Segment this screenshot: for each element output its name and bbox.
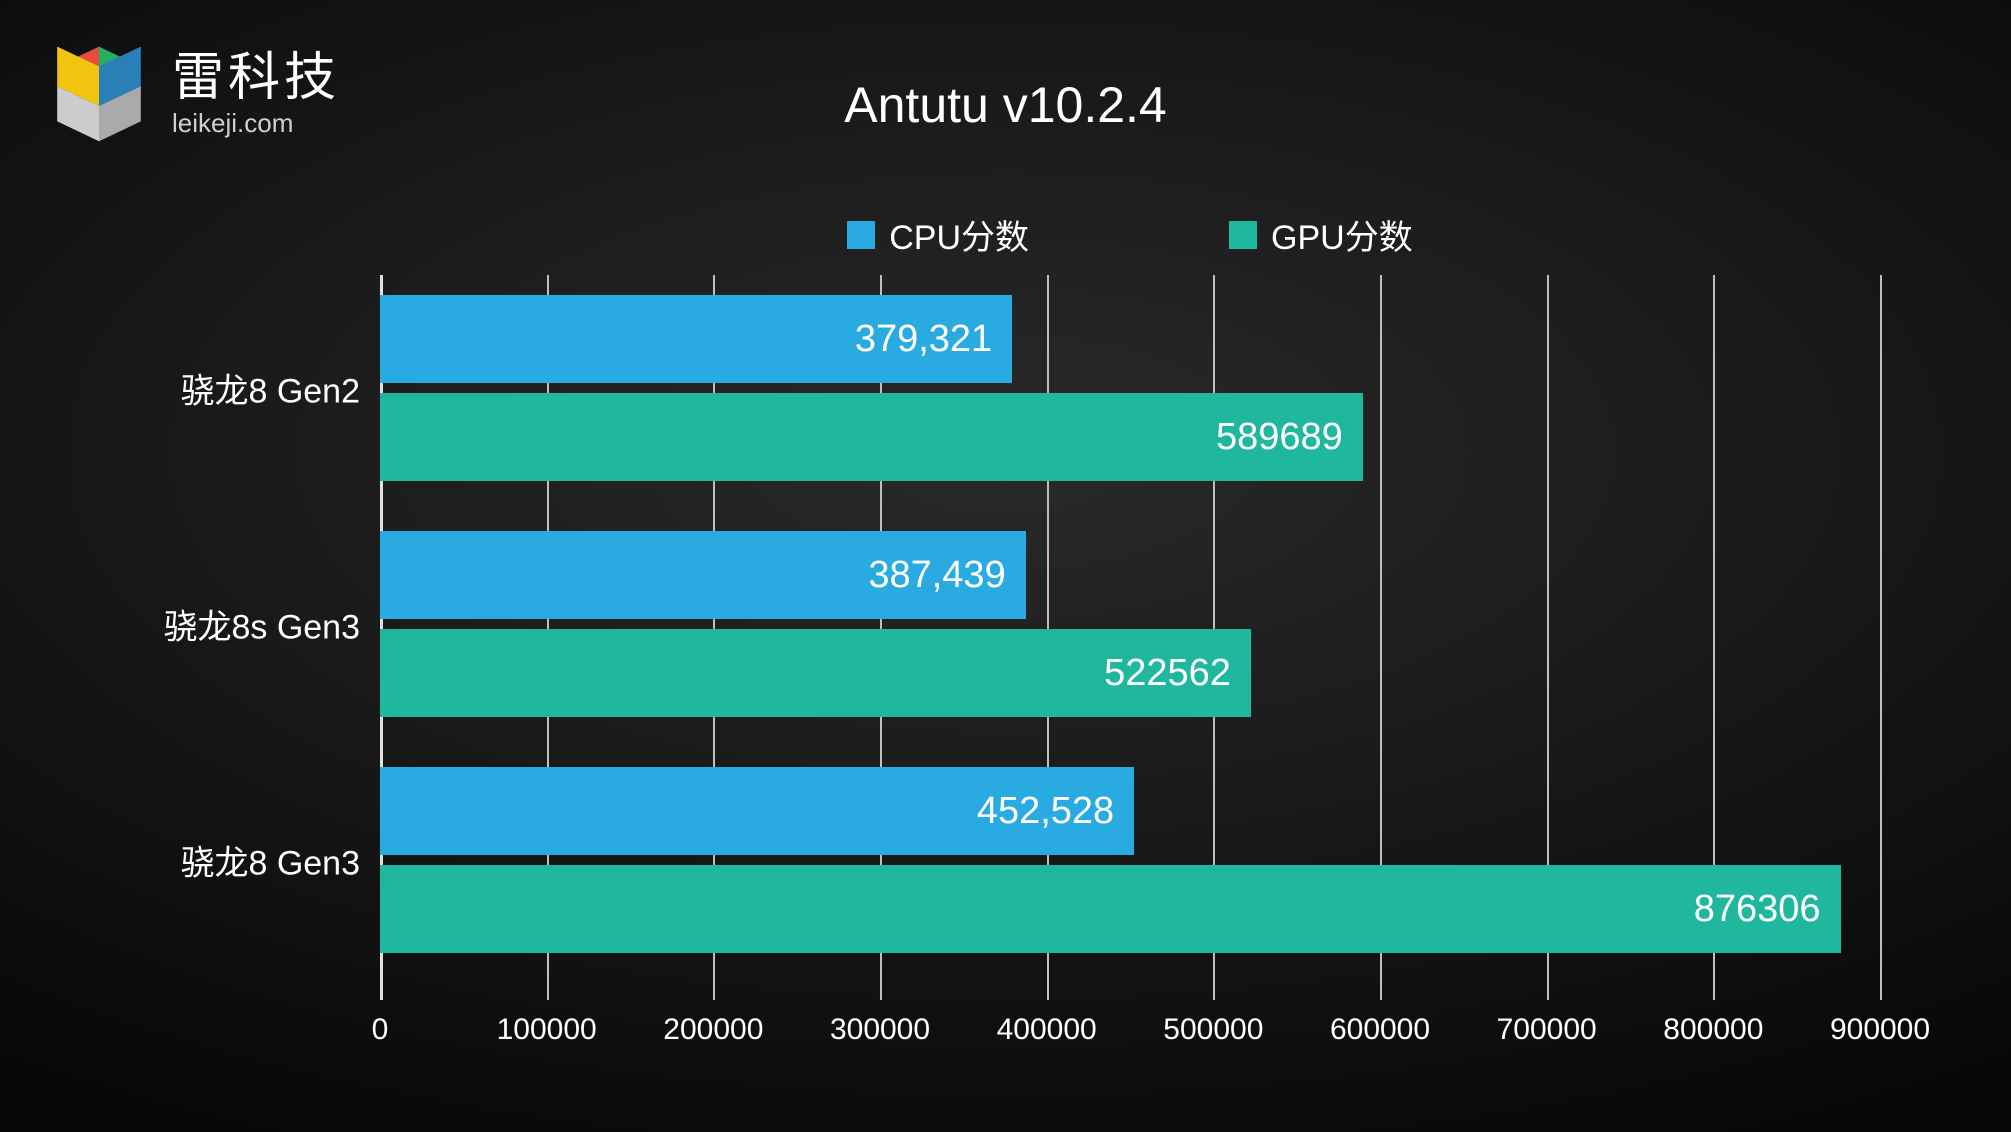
legend-label: GPU分数 bbox=[1271, 210, 1413, 259]
x-tick-label: 900000 bbox=[1830, 1013, 1930, 1047]
plot-area: 0100000200000300000400000500000600000700… bbox=[380, 275, 1880, 1000]
bar-cpu: 452,528 bbox=[380, 767, 1134, 855]
bar-cpu: 379,321 bbox=[380, 295, 1012, 383]
legend: CPU分数 GPU分数 bbox=[380, 210, 1880, 259]
bar-chart: CPU分数 GPU分数 0100000200000300000400000500… bbox=[380, 230, 1880, 1000]
x-tick-label: 300000 bbox=[830, 1013, 930, 1047]
x-tick-label: 200000 bbox=[663, 1013, 763, 1047]
legend-item-gpu: GPU分数 bbox=[1229, 210, 1413, 259]
gridline bbox=[1880, 275, 1882, 1000]
x-tick-label: 600000 bbox=[1330, 1013, 1430, 1047]
chart-title: Antutu v10.2.4 bbox=[0, 76, 2011, 134]
category-label: 骁龙8s Gen3 bbox=[60, 600, 360, 649]
category-label: 骁龙8 Gen2 bbox=[60, 364, 360, 413]
x-tick-label: 700000 bbox=[1497, 1013, 1597, 1047]
bar-gpu: 522562 bbox=[380, 629, 1251, 717]
x-tick-label: 400000 bbox=[997, 1013, 1097, 1047]
category-label: 骁龙8 Gen3 bbox=[60, 836, 360, 885]
x-tick-label: 500000 bbox=[1163, 1013, 1263, 1047]
legend-label: CPU分数 bbox=[889, 210, 1029, 259]
legend-item-cpu: CPU分数 bbox=[847, 210, 1029, 259]
x-tick-label: 100000 bbox=[497, 1013, 597, 1047]
x-tick-label: 0 bbox=[372, 1013, 389, 1047]
legend-swatch-cpu bbox=[847, 221, 875, 249]
bar-gpu: 589689 bbox=[380, 393, 1363, 481]
x-tick-label: 800000 bbox=[1663, 1013, 1763, 1047]
legend-swatch-gpu bbox=[1229, 221, 1257, 249]
bar-cpu: 387,439 bbox=[380, 531, 1026, 619]
bar-gpu: 876306 bbox=[380, 865, 1841, 953]
